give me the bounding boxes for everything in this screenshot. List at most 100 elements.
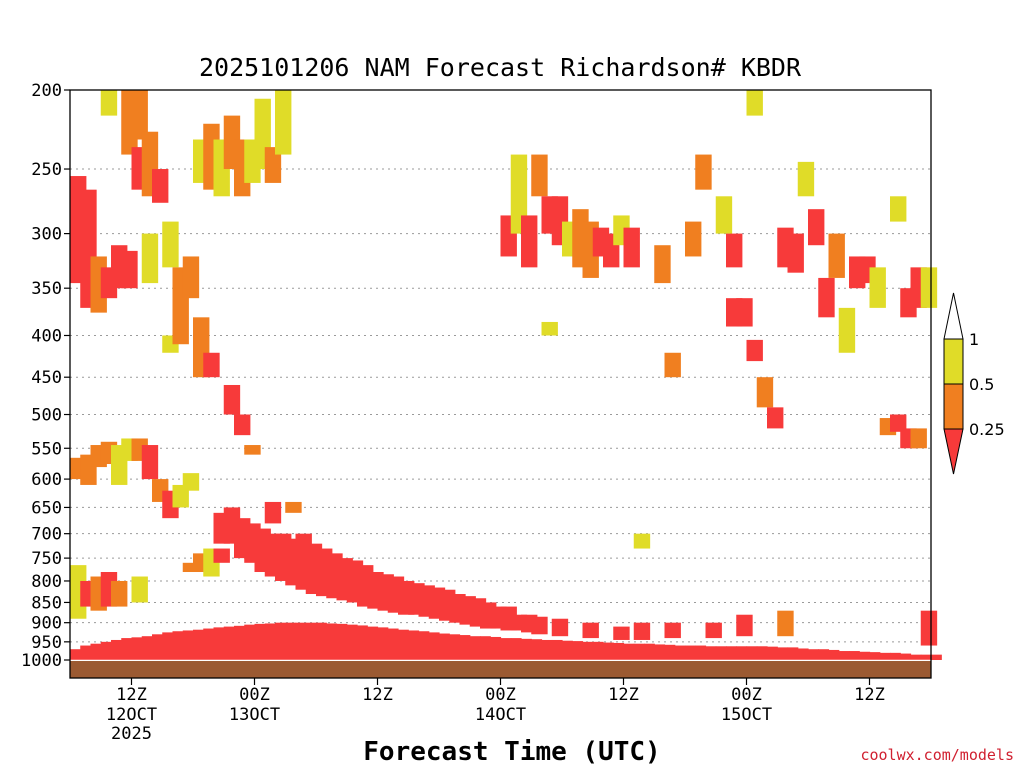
ri-cell — [223, 384, 241, 415]
surface-cell — [428, 632, 440, 660]
y-tick-label: 400 — [31, 326, 62, 346]
surface-cell — [920, 654, 932, 660]
y-axis: 200 250 300 350 400 450 500 550 600 650 700 750 8008… — [21, 81, 70, 671]
ri-cell — [828, 233, 845, 278]
surface-cell — [736, 646, 748, 660]
ri-cell — [264, 147, 282, 183]
surface-cell — [797, 648, 809, 660]
ri-cell — [920, 267, 938, 308]
ri-cell — [111, 580, 128, 607]
x-tick-label: 12Z — [116, 685, 147, 705]
ri-cell — [890, 414, 907, 432]
y-tick-label: 450 — [31, 368, 62, 388]
ri-cell — [275, 90, 292, 155]
x-tick-year: 2025 — [111, 724, 152, 744]
surface-cell — [726, 646, 737, 660]
ri-cell — [787, 233, 804, 273]
surface-cell — [121, 638, 133, 660]
surface-cell — [541, 639, 553, 660]
y-tick-label: 200 — [31, 81, 62, 101]
y-tick-label: 350 — [31, 279, 62, 299]
surface-cell — [633, 643, 645, 660]
surface-cell — [316, 622, 327, 660]
surface-cell — [90, 643, 102, 660]
ri-cell — [100, 90, 118, 116]
surface-cell — [510, 638, 522, 660]
surface-cell — [767, 646, 778, 660]
surface-cell — [674, 645, 686, 660]
surface-cell — [305, 622, 317, 660]
ri-cell — [131, 576, 148, 603]
ri-cell — [654, 245, 671, 284]
x-tick-label: 00Z — [239, 685, 270, 705]
ri-cell — [705, 622, 722, 639]
y-tick-label: 850 — [31, 593, 62, 613]
surface-cell — [100, 641, 112, 660]
surface-cell — [715, 646, 727, 660]
surface-cell — [849, 651, 860, 660]
ri-cell — [541, 321, 558, 336]
ri-cell — [746, 90, 763, 116]
ri-cell — [531, 154, 548, 197]
surface-cell — [910, 654, 922, 660]
ri-cell — [869, 267, 886, 308]
surface-cell — [357, 625, 368, 660]
ri-cell — [664, 622, 681, 639]
legend-label: 0.25 — [969, 420, 1005, 439]
surface-cell — [685, 645, 696, 660]
y-tick-label: 950 — [31, 633, 62, 653]
legend-arrow-bottom — [943, 428, 964, 475]
surface-cell — [162, 632, 174, 660]
surface-cell — [582, 641, 594, 660]
surface-cell — [644, 643, 655, 660]
ri-cell — [797, 161, 815, 197]
legend-arrow-top — [943, 292, 964, 340]
surface-cell — [264, 623, 276, 660]
surface-cell — [603, 642, 614, 660]
ri-cell — [715, 196, 733, 234]
x-tick-date: 14OCT — [475, 705, 526, 725]
surface-cell — [890, 652, 901, 660]
surface-cell — [336, 623, 348, 660]
surface-cell — [449, 634, 461, 660]
y-tick-label: 300 — [31, 225, 62, 245]
ri-cell — [510, 154, 528, 234]
surface-cell — [275, 622, 286, 660]
y-tick-label: 600 — [31, 470, 62, 490]
surface-cell — [244, 624, 256, 660]
credit-text: coolwx.com/models — [860, 746, 1014, 764]
ri-cell — [264, 501, 282, 524]
surface-cell — [592, 641, 604, 660]
surface-cell — [869, 652, 881, 660]
ri-cell — [141, 445, 159, 480]
ri-cell — [623, 227, 640, 268]
surface-cell — [828, 649, 840, 660]
ri-cell — [746, 339, 763, 362]
y-tick-label: 1000 — [21, 651, 62, 671]
ri-cell — [726, 233, 743, 268]
ri-cell — [808, 209, 825, 246]
y-tick-label: 750 — [31, 549, 62, 569]
surface-cell — [818, 649, 830, 660]
ri-cell — [582, 622, 599, 639]
surface-cell — [562, 640, 573, 660]
legend-label: 1 — [969, 330, 979, 349]
ri-cell — [910, 428, 927, 449]
surface-cell — [203, 628, 215, 660]
surface-cell — [141, 636, 153, 660]
legend: 1 0.5 0.25 — [943, 292, 1005, 475]
x-tick-date: 12OCT — [106, 705, 157, 725]
ri-cell — [182, 256, 200, 299]
surface-cell — [234, 625, 245, 660]
x-axis-title: Forecast Time (UTC) — [363, 737, 660, 767]
surface-cell — [326, 623, 338, 660]
y-tick-label: 800 — [31, 572, 62, 592]
surface-cell — [500, 638, 512, 660]
surface-cell — [295, 622, 307, 660]
ri-cell — [920, 610, 938, 646]
ri-cell — [131, 90, 148, 140]
richardson-cells — [70, 90, 942, 660]
ri-cell — [633, 622, 651, 640]
ri-cell — [162, 221, 179, 268]
